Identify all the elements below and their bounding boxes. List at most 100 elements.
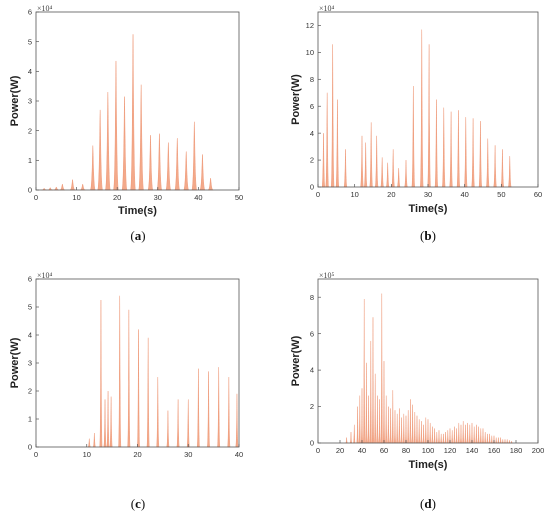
power-spike (402, 413, 405, 444)
x-tick-label: 30 (154, 193, 162, 202)
x-tick-label: 160 (488, 446, 501, 455)
power-spike (426, 419, 430, 444)
power-spike (343, 149, 348, 188)
power-spike (442, 107, 446, 188)
x-tick-label: 50 (497, 190, 505, 199)
power-spike (374, 135, 379, 188)
power-spike (325, 92, 329, 188)
power-spike (490, 435, 493, 444)
power-spike (500, 149, 505, 188)
power-spike (389, 408, 392, 444)
power-spike (503, 439, 507, 444)
x-tick-label: 20 (113, 193, 121, 202)
power-spike (147, 134, 154, 191)
plot-frame (317, 11, 539, 188)
y-tick-label: 8 (310, 75, 314, 84)
power-spike (186, 399, 190, 448)
power-spike (374, 373, 377, 444)
power-spike (479, 428, 482, 444)
power-spike (437, 430, 441, 444)
power-spike (321, 132, 326, 188)
power-spike (486, 138, 490, 188)
power-spike (80, 183, 86, 191)
x-tick-label: 30 (424, 190, 432, 199)
plot-frame (35, 11, 240, 191)
x-tick-label: 20 (387, 190, 395, 199)
power-spike (396, 167, 401, 188)
x-tick-label: 200 (532, 446, 545, 455)
power-spike (385, 162, 390, 188)
power-spike (464, 424, 467, 444)
power-spike (166, 410, 170, 448)
y-tick-label: 4 (310, 129, 314, 138)
power-spike (367, 395, 370, 444)
power-spike (105, 91, 111, 191)
power-spike (53, 186, 59, 191)
y-tick-label: 8 (310, 293, 314, 302)
power-spike (413, 411, 416, 444)
x-tick-label: 50 (235, 193, 243, 202)
power-spike (380, 293, 383, 444)
power-spike (369, 340, 372, 444)
y-tick-label: 12 (306, 21, 314, 30)
power-spike (97, 109, 103, 191)
power-spike (506, 439, 509, 444)
power-spike (466, 422, 469, 444)
power-spike (429, 422, 432, 444)
power-spike (418, 419, 421, 444)
x-tick-label: 10 (83, 450, 91, 459)
power-spike (382, 360, 386, 444)
x-tick-label: 10 (72, 193, 80, 202)
power-spike (400, 417, 403, 444)
power-spike (455, 428, 458, 444)
power-spike (448, 428, 452, 444)
panel-caption: (d) (420, 496, 436, 511)
power-spike (459, 424, 463, 444)
power-spike (165, 142, 172, 191)
y-tick-label: 0 (28, 186, 32, 195)
power-spike (440, 433, 443, 444)
power-spike (69, 179, 76, 191)
power-spike (424, 417, 427, 444)
power-spike (235, 393, 239, 448)
power-spike (99, 299, 103, 448)
x-tick-label: 10 (350, 190, 358, 199)
x-tick-label: 40 (460, 190, 468, 199)
power-spike (137, 329, 140, 448)
power-spike (411, 85, 416, 188)
power-spike (478, 120, 483, 188)
power-spike (387, 406, 390, 444)
power-spike (363, 298, 366, 444)
x-tick-label: 20 (133, 450, 141, 459)
x-tick-label: 40 (194, 193, 202, 202)
power-spike (87, 438, 91, 448)
power-spike (470, 422, 474, 444)
power-spike (118, 295, 122, 448)
power-spike (493, 145, 497, 188)
y-tick-label: 4 (28, 67, 32, 76)
y-axis-label: Power(W) (290, 335, 302, 386)
power-spike (492, 435, 496, 444)
x-axis-label: Time(s) (409, 459, 448, 471)
y-tick-label: 1 (28, 156, 32, 165)
y-tick-label: 5 (28, 303, 32, 312)
power-spike (391, 389, 394, 444)
power-spike (481, 428, 485, 444)
power-spike (398, 408, 401, 444)
x-tick-label: 180 (510, 446, 523, 455)
power-spike (431, 426, 434, 444)
power-spike (407, 409, 410, 444)
power-spike (391, 149, 395, 188)
y-tick-label: 2 (310, 156, 314, 165)
panel-a: 0 10 20 30 40 50 0 1 2 3 4 5 6 ×10⁴ Time(s) Power(W) (a) (9, 4, 243, 243)
power-spike (462, 420, 465, 444)
power-spike (449, 111, 453, 188)
power-spike (409, 399, 412, 444)
power-spike (420, 29, 424, 188)
power-spike (360, 135, 364, 188)
power-spike (90, 145, 96, 191)
panel-caption: (b) (420, 228, 436, 243)
power-spike (369, 122, 373, 188)
power-spike (360, 388, 364, 444)
